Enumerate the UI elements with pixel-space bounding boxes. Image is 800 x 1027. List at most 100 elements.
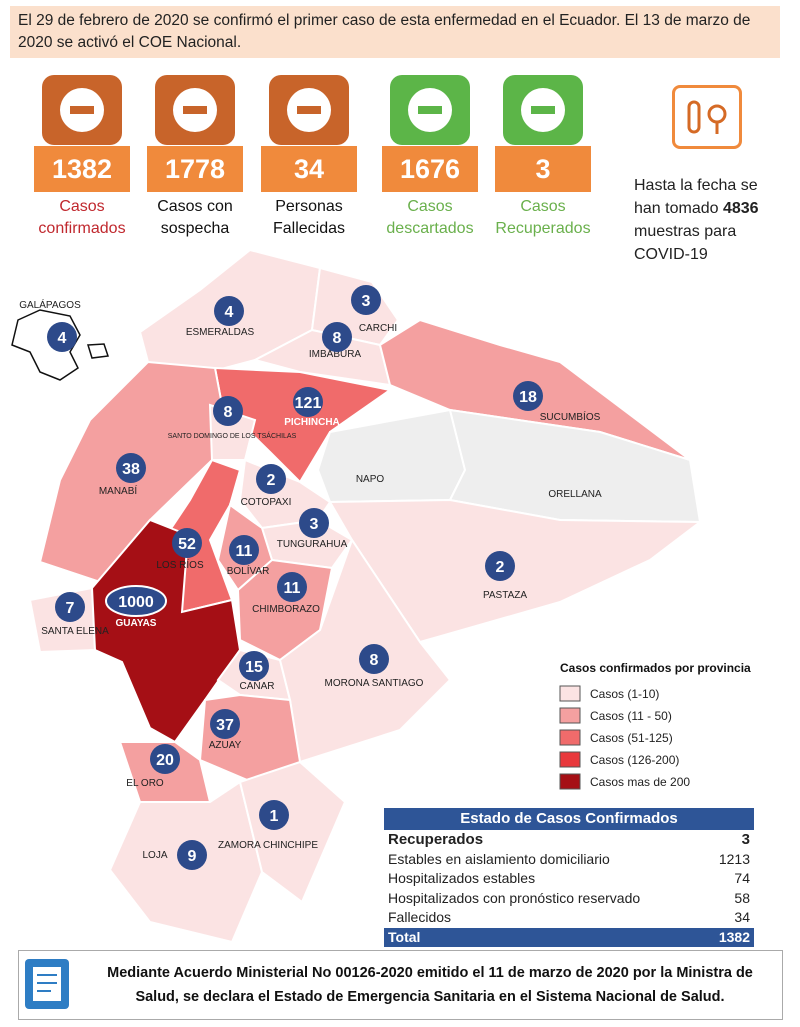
case-count: 4 bbox=[58, 330, 67, 347]
province-name: PICHINCHA bbox=[284, 417, 340, 428]
legend-swatch bbox=[559, 685, 581, 702]
stat-value: 34 bbox=[261, 146, 357, 192]
glyph-inner bbox=[297, 106, 321, 114]
case-count: 11 bbox=[284, 580, 301, 597]
table-label: Fallecidos bbox=[388, 909, 452, 925]
legend-swatch bbox=[559, 707, 581, 724]
case-count: 15 bbox=[245, 659, 263, 676]
stat-label: Casos Recuperados bbox=[495, 198, 591, 237]
case-count: 20 bbox=[156, 752, 174, 769]
case-badge bbox=[293, 387, 323, 417]
glyph-inner bbox=[531, 106, 555, 114]
stat-value: 3 bbox=[495, 146, 591, 192]
province-name: PASTAZA bbox=[483, 590, 527, 601]
stat-icon-glyph bbox=[60, 88, 104, 132]
legend-title: Casos confirmados por provincia bbox=[560, 661, 751, 675]
province-name: CHIMBORAZO bbox=[252, 604, 320, 615]
table-label: Estables en aislamiento domiciliario bbox=[388, 850, 610, 867]
case-badge bbox=[513, 381, 543, 411]
case-count: 8 bbox=[224, 404, 233, 421]
table-value: 3 bbox=[741, 831, 750, 848]
glyph-inner bbox=[70, 106, 94, 114]
case-badge bbox=[322, 322, 352, 352]
province-name: MANABÍ bbox=[99, 484, 138, 497]
table-row: Estables en aislamiento domiciliario 1213 bbox=[384, 850, 754, 870]
table-value: 1213 bbox=[718, 850, 750, 867]
province-name: BOLÍVAR bbox=[227, 564, 270, 577]
case-badge bbox=[172, 528, 202, 558]
case-count: 1 bbox=[270, 808, 279, 825]
case-count: 3 bbox=[362, 293, 371, 310]
province-name: IMBABURA bbox=[309, 349, 362, 360]
samples-note: Hasta la fecha se han tomado 4836 muestr… bbox=[634, 174, 784, 266]
province-name: CARCHI bbox=[359, 323, 397, 334]
province-name: LOJA bbox=[142, 850, 167, 861]
province-name: NAPO bbox=[356, 474, 385, 485]
case-count: 52 bbox=[178, 536, 196, 553]
table-value: 34 bbox=[734, 909, 750, 925]
case-badge bbox=[239, 651, 269, 681]
case-badge bbox=[277, 572, 307, 602]
stat-icon-glyph bbox=[173, 88, 217, 132]
case-count: 8 bbox=[370, 652, 379, 669]
case-count: 18 bbox=[519, 389, 537, 406]
case-badge bbox=[47, 322, 77, 352]
table-row: Hospitalizados estables 74 bbox=[384, 869, 754, 889]
table-row: Hospitalizados con pronóstico reservado 5… bbox=[384, 889, 754, 909]
footer: Mediante Acuerdo Ministerial No 00126-20… bbox=[18, 950, 783, 1020]
province-name: GUAYAS bbox=[116, 618, 157, 629]
stat-label: Casos descartados bbox=[386, 198, 474, 237]
stat-icon bbox=[503, 75, 583, 145]
test-icon bbox=[672, 85, 742, 149]
case-count: 3 bbox=[310, 516, 319, 533]
table-label: Total bbox=[388, 928, 421, 945]
stat-icon bbox=[390, 75, 470, 145]
case-badge bbox=[485, 551, 515, 581]
province-name: EL ORO bbox=[126, 778, 164, 789]
case-count: 8 bbox=[333, 330, 342, 347]
case-count: 2 bbox=[267, 472, 276, 489]
footer-icon bbox=[25, 959, 69, 1009]
case-count: 7 bbox=[66, 600, 75, 617]
case-badge bbox=[210, 709, 240, 739]
table-value: 1382 bbox=[718, 928, 750, 945]
case-count: 4 bbox=[225, 304, 234, 321]
legend-item: Casos (11 - 50) bbox=[590, 709, 672, 723]
table-value: 58 bbox=[734, 889, 750, 906]
case-count: 11 bbox=[236, 543, 253, 560]
stat-label: Personas Fallecidas bbox=[272, 198, 346, 237]
province-name: SANTO DOMINGO DE LOS TSÁCHILAS bbox=[168, 431, 297, 440]
glyph-inner bbox=[418, 106, 442, 114]
case-badge bbox=[256, 464, 286, 494]
case-badge bbox=[351, 285, 381, 315]
test-icon-glyph bbox=[687, 100, 727, 134]
table-row: Total 1382 bbox=[384, 927, 754, 947]
province-name: AZUAY bbox=[209, 740, 242, 751]
stat-value: 1382 bbox=[34, 146, 130, 192]
legend-item: Casos (126-200) bbox=[590, 753, 679, 767]
province-name: CAÑAR bbox=[239, 679, 274, 692]
province-name: ESMERALDAS bbox=[186, 327, 255, 338]
samples-suffix: muestras para COVID-19 bbox=[634, 223, 737, 263]
case-badge bbox=[150, 744, 180, 774]
legend-swatch bbox=[559, 729, 581, 746]
case-badge bbox=[55, 592, 85, 622]
stat-icon-glyph bbox=[521, 88, 565, 132]
legend-item: Casos (1-10) bbox=[590, 687, 659, 701]
case-count: 121 bbox=[295, 395, 322, 412]
map: GALÁPAGOS 4 ESMERALDAS 4 CARCHI 3 IMBABURA 8 PIC… bbox=[11, 248, 751, 944]
stat-value: 1778 bbox=[147, 146, 243, 192]
stat-label: Casos con sospecha bbox=[157, 198, 233, 237]
case-badge bbox=[259, 800, 289, 830]
case-badge bbox=[105, 585, 167, 617]
province-name: COTOPAXI bbox=[241, 497, 292, 508]
legend-swatch bbox=[559, 773, 581, 790]
table-row: Fallecidos 34 bbox=[384, 908, 754, 928]
table-title: Estado de Casos Confirmados bbox=[384, 808, 754, 830]
glyph-inner bbox=[183, 106, 207, 114]
case-badge bbox=[229, 535, 259, 565]
case-count: 37 bbox=[216, 717, 234, 734]
header: El 29 de febrero de 2020 se confirmó el … bbox=[10, 6, 780, 58]
table-row: Recuperados 3 bbox=[384, 830, 754, 850]
